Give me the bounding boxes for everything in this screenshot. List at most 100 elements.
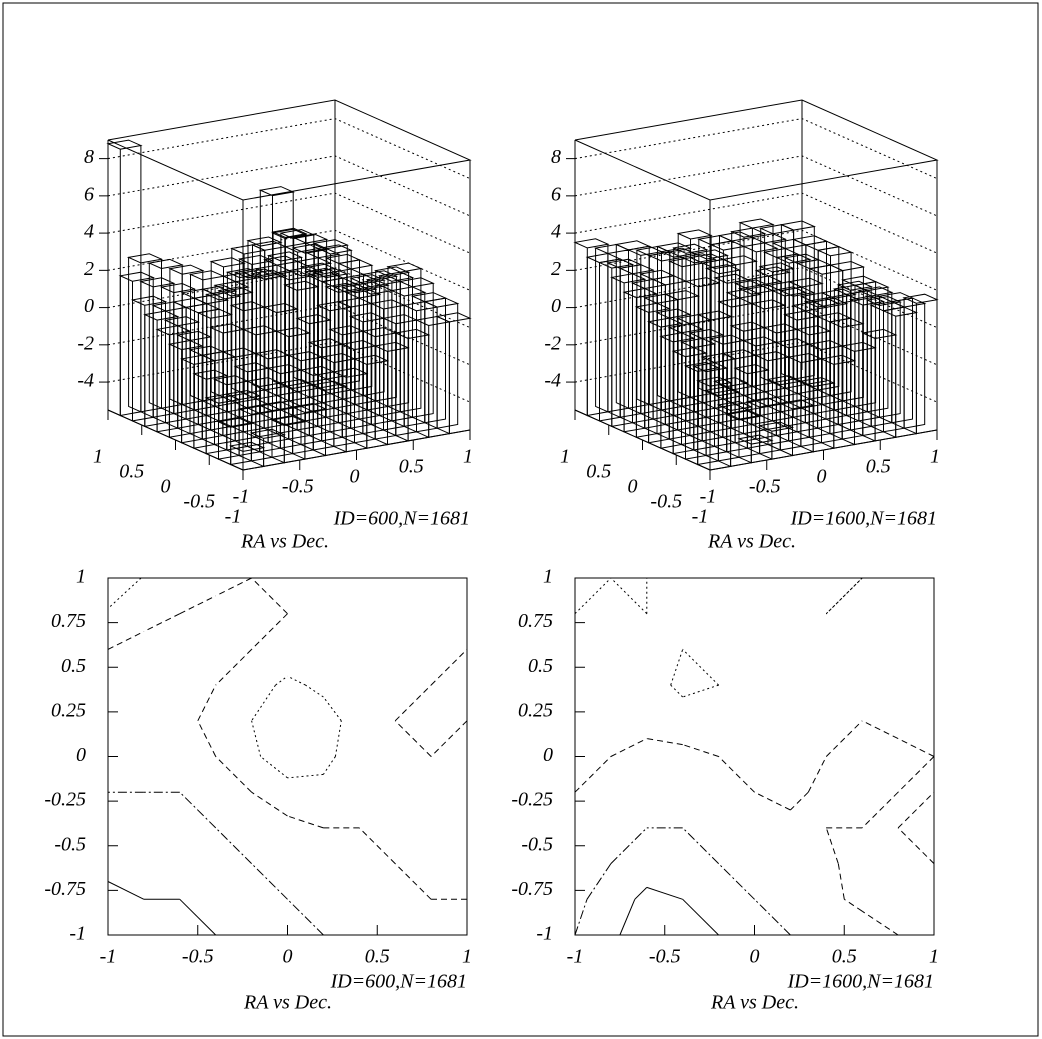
y-tick-label: 1 — [93, 446, 103, 468]
x-tick-label: 1 — [930, 446, 940, 468]
contour-line — [287, 773, 324, 779]
y-tick-label: 0 — [543, 744, 553, 766]
contour-line — [610, 577, 648, 615]
contour-line — [646, 886, 683, 900]
z-tick-label: 6 — [551, 183, 561, 205]
contour-line — [619, 899, 636, 936]
id-label: ID=1600,N=1681 — [790, 508, 937, 530]
contour-line — [251, 791, 288, 817]
contour-line — [754, 791, 791, 811]
contour-line — [215, 756, 252, 793]
contour-line — [718, 756, 755, 793]
x-tick-label: 0 — [750, 946, 760, 968]
contour-line — [251, 613, 288, 650]
z-tick-label: 8 — [84, 146, 94, 168]
x-tick-label: 0 — [817, 466, 827, 488]
y-tick-label: -0.5 — [650, 491, 682, 513]
y-tick-label: -0.75 — [44, 878, 86, 900]
y-tick-label: -0.5 — [54, 833, 86, 855]
contour-line — [394, 684, 432, 722]
x-tick-label: 0 — [350, 466, 360, 488]
x-tick-label: -1 — [567, 946, 584, 968]
y-tick-label: -0.5 — [183, 491, 215, 513]
y-tick-label: -0.25 — [44, 789, 86, 811]
x-tick-label: -0.5 — [282, 476, 314, 498]
z-tick-label: -2 — [544, 332, 561, 354]
contour-line — [646, 738, 683, 746]
contour-line — [251, 684, 276, 722]
contour-line — [825, 827, 839, 864]
x-tick-label: -1 — [100, 946, 117, 968]
contour-line — [682, 898, 719, 936]
contour-line — [215, 827, 252, 864]
x-tick-label: 0 — [283, 946, 293, 968]
contour-line — [287, 898, 324, 936]
contour-line — [107, 631, 145, 650]
y-tick-label: 0 — [628, 476, 638, 498]
z-tick-label: 6 — [84, 183, 94, 205]
contour-line — [610, 738, 648, 757]
contour-line — [574, 577, 612, 615]
contour-line — [287, 815, 324, 829]
contour-line — [825, 720, 863, 757]
contour-line — [179, 898, 217, 936]
contour-line — [197, 720, 217, 757]
y-tick-label: -1 — [69, 923, 86, 945]
chart-title: RA vs Dec. — [710, 992, 799, 1014]
contour-line — [574, 899, 588, 936]
x-tick-label: 1 — [462, 946, 472, 968]
contour-line — [358, 827, 396, 864]
id-label: ID=1600,N=1681 — [787, 971, 934, 993]
contour-line — [215, 577, 252, 597]
contour-line — [861, 791, 899, 829]
contour-line — [754, 898, 791, 936]
y-tick-label: 0 — [161, 476, 171, 498]
y-tick-label: 1 — [543, 566, 553, 588]
y-tick-label: 0.5 — [586, 461, 611, 483]
id-label: ID=600,N=1681 — [333, 508, 470, 530]
contour-line — [825, 577, 863, 615]
x-tick-label: 0.5 — [866, 456, 891, 478]
contour-line — [334, 720, 342, 757]
z-tick-label: 8 — [551, 146, 561, 168]
contour-line — [430, 720, 468, 757]
y-tick-label: 0.75 — [518, 610, 553, 632]
contour-line — [790, 791, 809, 811]
contour-line — [897, 791, 935, 829]
contour-line — [574, 756, 612, 793]
contour-line — [634, 887, 648, 900]
z-tick-label: 2 — [84, 258, 94, 280]
y-tick-label: -1 — [692, 506, 709, 528]
x-tick-label: -1 — [700, 486, 717, 508]
y-tick-label: 0.75 — [51, 610, 86, 632]
x-tick-label: -1 — [233, 486, 250, 508]
contour-line — [844, 898, 863, 912]
id-label: ID=600,N=1681 — [330, 971, 467, 993]
contour-line — [197, 684, 217, 722]
contour-line — [837, 863, 845, 900]
x-tick-label: -0.5 — [649, 946, 681, 968]
z-tick-label: 4 — [84, 221, 94, 243]
z-tick-label: 0 — [551, 295, 561, 317]
contour-line — [107, 881, 145, 900]
contour-line — [718, 863, 755, 900]
chart-title: RA vs Dec. — [243, 992, 332, 1014]
contour-line — [807, 756, 827, 793]
y-tick-label: -0.75 — [511, 878, 553, 900]
contour-line — [682, 684, 719, 698]
contour-line — [251, 863, 288, 900]
x-tick-label: 1 — [929, 946, 939, 968]
contour-line — [861, 910, 899, 936]
z-tick-label: -2 — [77, 332, 94, 354]
contour-line — [251, 720, 262, 757]
y-tick-label: -0.25 — [511, 789, 553, 811]
contour-line — [215, 649, 252, 686]
y-tick-label: 0.5 — [119, 461, 144, 483]
x-tick-label: 1 — [463, 446, 473, 468]
contour-line — [586, 863, 612, 900]
contour-line — [897, 827, 935, 864]
y-tick-label: -1 — [225, 506, 242, 528]
